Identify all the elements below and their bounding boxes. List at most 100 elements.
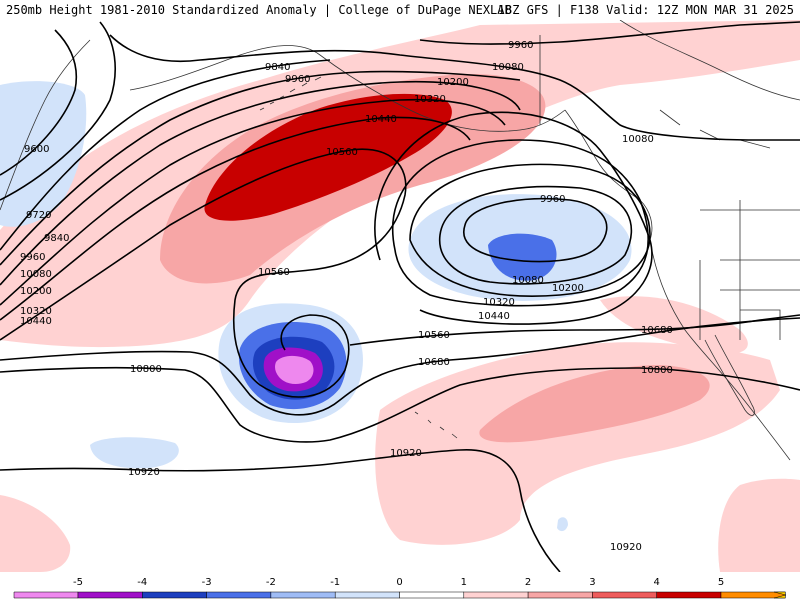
negative-anomaly-shading [0, 81, 632, 532]
legend-tick: 4 [654, 577, 660, 588]
legend-tick: 5 [718, 577, 724, 588]
anomaly-minus5-low [275, 355, 314, 385]
contour-label: 9840 [265, 62, 290, 73]
anomaly-plus3-region [204, 93, 452, 221]
contour-label: 10320 [483, 297, 515, 308]
legend-swatch [592, 591, 657, 599]
contour-label: 10680 [641, 325, 673, 336]
legend-swatch [270, 591, 336, 599]
contour-label: 9960 [285, 74, 310, 85]
contour-label: 10440 [365, 114, 397, 125]
legend-swatch [334, 591, 400, 599]
legend-tick: -2 [266, 577, 276, 588]
contour-label: 10560 [258, 267, 290, 278]
contour-9600-low [0, 29, 78, 176]
contour-label: 10320 [20, 306, 52, 317]
anomaly-minus1-small [557, 517, 568, 532]
canada-coast-detail [619, 20, 800, 149]
model-valid-time: 18Z GFS | F138 Valid: 12Z MON MAR 31 202… [497, 3, 794, 17]
contour-label: 10200 [437, 77, 469, 88]
contour-10920 [0, 449, 561, 572]
legend-tick: 0 [396, 577, 402, 588]
contour-10080-north [109, 34, 800, 141]
legend-swatch [720, 591, 786, 599]
contour-label: 9960 [508, 40, 533, 51]
contour-label: 9600 [24, 144, 49, 155]
legend-swatch [773, 591, 787, 599]
contour-label: 10920 [610, 542, 642, 553]
anomaly-color-legend: -5 -4 -3 -2 -1 0 1 2 3 4 5 [13, 577, 787, 599]
anomaly-minus1-hawaii [90, 437, 179, 469]
legend-swatch [656, 591, 722, 599]
contour-label: 10800 [641, 365, 673, 376]
contour-label: 9840 [44, 233, 69, 244]
contour-10560-east [349, 314, 800, 346]
legend-swatch [463, 591, 529, 599]
coastline-bc [564, 109, 653, 241]
contour-10320-west [0, 98, 506, 306]
contour-label: 10200 [552, 283, 584, 294]
contour-label: 10680 [418, 357, 450, 368]
map-canvas: 9960 10080 9840 9960 10200 10320 10440 1… [0, 20, 800, 572]
legend-tick: -4 [137, 577, 147, 588]
contour-label: 9720 [26, 210, 51, 221]
anomaly-plus1-region-ca [600, 296, 748, 354]
contour-10200-west [0, 80, 521, 286]
anomaly-plus2-region-south [479, 365, 710, 443]
hawaii-islands [414, 411, 458, 439]
legend-color-bar [13, 591, 787, 599]
legend-swatch [206, 591, 272, 599]
height-contours [0, 21, 800, 572]
legend-tick: -5 [73, 577, 83, 588]
contour-label: 10080 [492, 62, 524, 73]
anomaly-plus1-region-sw [0, 495, 71, 572]
legend-tick: -3 [202, 577, 212, 588]
contour-9960-pac [463, 197, 608, 263]
contour-label: 9960 [20, 252, 45, 263]
contour-10320-pac [392, 139, 649, 307]
contour-10200-pac [409, 163, 651, 297]
anomaly-plus1-region-se [718, 478, 800, 572]
contour-label-group: 9960 10080 9840 9960 10200 10320 10440 1… [20, 40, 673, 553]
legend-tick-labels: -5 -4 -3 -2 -1 0 1 2 3 4 5 [73, 577, 724, 588]
contour-label: 10560 [418, 330, 450, 341]
contour-label: 10920 [128, 467, 160, 478]
contour-10440-pac [374, 111, 653, 325]
contour-10680 [0, 317, 800, 416]
legend-swatch [142, 591, 207, 599]
contour-label: 10200 [20, 286, 52, 297]
map-title: 250mb Height 1981-2010 Standardized Anom… [6, 3, 512, 17]
state-borders [539, 35, 800, 340]
legend-swatch [13, 591, 79, 599]
contour-10800 [0, 367, 800, 443]
contour-label: 10440 [478, 311, 510, 322]
contour-label: 9960 [540, 194, 565, 205]
map-header: 250mb Height 1981-2010 Standardized Anom… [0, 0, 800, 20]
coastline-us-west [649, 239, 791, 461]
contour-label: 10080 [512, 275, 544, 286]
contour-9960-west [0, 70, 521, 266]
coastline-baja [704, 334, 755, 416]
legend-tick: 2 [525, 577, 531, 588]
legend-tick: 3 [589, 577, 595, 588]
contour-label: 10920 [390, 448, 422, 459]
coastlines [0, 20, 800, 461]
contour-10080-pac [438, 185, 633, 285]
contour-9720-low [0, 21, 116, 201]
legend-swatch [399, 591, 465, 599]
coastline-russia [0, 39, 91, 211]
contour-label: 10080 [20, 269, 52, 280]
contour-label: 10560 [326, 147, 358, 158]
coastline-alaska [129, 45, 566, 132]
positive-anomaly-shading [0, 20, 800, 572]
contour-9960-north [419, 21, 800, 45]
anomaly-minus2-pacific [488, 233, 557, 281]
anomaly-minus1-west [0, 81, 87, 227]
contour-label: 10080 [622, 134, 654, 145]
contour-10560-ridge [0, 148, 407, 398]
contour-label: 10320 [414, 94, 446, 105]
contour-label: 10440 [20, 316, 52, 327]
contour-10440-west [0, 116, 471, 321]
legend-swatch [77, 591, 143, 599]
contour-label: 10800 [130, 364, 162, 375]
